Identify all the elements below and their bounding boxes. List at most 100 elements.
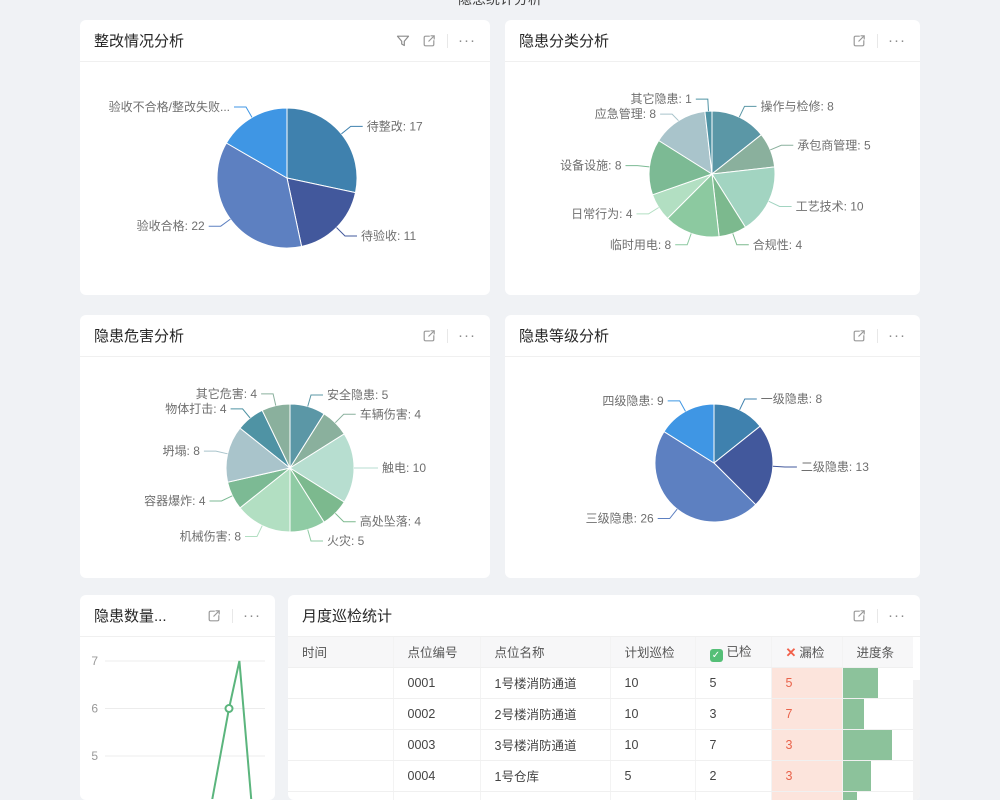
more-button[interactable]: ···	[888, 326, 906, 344]
table-row[interactable]: 0001 1号楼消防通道 10 5 5	[288, 667, 913, 699]
y-axis-tick: 6	[91, 702, 98, 716]
code-cell	[393, 791, 481, 800]
export-icon[interactable]	[421, 33, 437, 49]
col-planned: 计划巡检	[610, 637, 696, 668]
pie-label: 合规性: 4	[753, 237, 803, 252]
card-actions: ···	[206, 606, 261, 624]
card-header: 隐患危害分析 ···	[80, 315, 490, 357]
line-chart-quantity: 7 6 5 4	[91, 654, 265, 799]
card-title: 月度巡检统计	[302, 608, 393, 625]
pie-label: 安全隐患: 5	[327, 387, 389, 402]
card-header: 隐患数量... ···	[80, 595, 275, 637]
pie-label-line	[245, 525, 263, 537]
pie-slice[interactable]	[239, 466, 291, 533]
card-harm-analysis: 隐患危害分析 ··· 其它危害: 4 物体打击: 4 坍塌: 8 容器爆炸: 4 机械伤…	[80, 315, 490, 578]
checked-cell: 3	[695, 698, 772, 730]
time-cell	[288, 760, 394, 792]
pie-label: 其它危害: 4	[196, 386, 258, 401]
name-cell	[480, 791, 611, 800]
col-checked-label: 已检	[726, 645, 752, 660]
pie-slice[interactable]	[654, 430, 757, 523]
pie-label: 坍塌: 8	[163, 444, 201, 458]
pie-label-line	[660, 113, 679, 122]
pie-slice[interactable]	[648, 139, 714, 196]
progress-cell	[842, 791, 913, 800]
table-row[interactable]: 0002 2号楼消防通道 10 3 7	[288, 698, 913, 730]
x-icon: ✕	[785, 645, 797, 661]
pie-label-line	[636, 207, 659, 215]
table-scrollbar[interactable]	[913, 680, 920, 800]
progress-cell	[842, 698, 913, 730]
table-header-row: 时间 点位编号 点位名称 计划巡检 ✓ 已检 ✕ 漏检 进度条	[288, 637, 913, 668]
pie-slice[interactable]	[711, 166, 776, 228]
progress-cell	[842, 667, 913, 699]
card-title: 隐患分类分析	[519, 33, 610, 50]
pie-label-line	[307, 529, 323, 542]
export-icon[interactable]	[851, 328, 867, 344]
pie-slice[interactable]	[261, 403, 291, 469]
export-icon[interactable]	[421, 328, 437, 344]
missed-cell	[771, 791, 843, 800]
export-icon[interactable]	[851, 33, 867, 49]
code-cell: 0001	[393, 667, 481, 699]
missed-cell: 3	[771, 729, 843, 761]
table-row[interactable]: 0004 1号仓库 5 2 3	[288, 760, 913, 792]
card-monthly-inspection: 月度巡检统计 ··· 时间 点位编号	[288, 595, 920, 800]
pie-label: 触电: 10	[382, 461, 426, 475]
more-button[interactable]: ···	[458, 326, 476, 344]
data-point-marker[interactable]	[224, 704, 234, 713]
card-quantity-trend: 隐患数量... ··· 7 6 5 4	[80, 595, 275, 800]
export-icon[interactable]	[851, 608, 867, 624]
planned-cell: 10	[610, 729, 696, 761]
pie-slice[interactable]	[225, 427, 292, 483]
pie-label-line	[667, 400, 686, 412]
more-button[interactable]: ···	[888, 606, 906, 624]
time-cell	[288, 729, 394, 761]
trend-line	[211, 660, 253, 799]
checked-cell: 2	[695, 760, 772, 792]
pie-slice[interactable]	[711, 110, 763, 176]
pie-label: 三级隐患: 26	[586, 512, 654, 526]
export-icon[interactable]	[206, 608, 222, 624]
progress-cell	[842, 760, 913, 792]
pie-label-line	[657, 508, 678, 519]
divider	[232, 608, 233, 623]
pie-slice[interactable]	[666, 172, 720, 238]
col-point-name: 点位名称	[480, 637, 611, 668]
name-cell: 2号楼消防通道	[480, 698, 611, 730]
table-row[interactable]: 0003 3号楼消防通道 10 7 3	[288, 729, 913, 761]
pie-slice[interactable]	[713, 425, 774, 506]
pie-slice[interactable]	[713, 403, 761, 465]
filter-icon[interactable]	[395, 33, 411, 49]
time-cell	[288, 791, 394, 800]
pie-label-line	[770, 144, 794, 151]
card-level-analysis: 隐患等级分析 ··· 四级隐患: 9 三级隐患: 26 一级隐患: 8 二级隐患: 1…	[505, 315, 920, 578]
table-row[interactable]	[288, 791, 913, 800]
pie-label: 火灾: 5	[327, 533, 365, 548]
missed-cell: 5	[771, 667, 843, 699]
pie-label: 验收不合格/整改失败...	[109, 99, 230, 114]
pie-label-line	[739, 398, 757, 411]
pie-label-line	[341, 125, 363, 135]
pie-label: 待整改: 17	[367, 118, 423, 133]
planned-cell: 10	[610, 667, 696, 699]
card-title: 整改情况分析	[94, 33, 185, 50]
code-cell: 0002	[393, 698, 481, 730]
pie-slice[interactable]	[289, 433, 355, 503]
pie-label: 四级隐患: 9	[602, 394, 664, 408]
more-button[interactable]: ···	[458, 31, 476, 49]
card-actions: ···	[851, 326, 906, 344]
pie-label: 应急管理: 8	[595, 106, 657, 121]
pie-label-line	[732, 233, 749, 246]
more-button[interactable]: ···	[243, 606, 261, 624]
more-button[interactable]: ···	[888, 31, 906, 49]
pie-label-line	[208, 218, 231, 227]
pie-label-line	[675, 233, 692, 246]
pie-slice[interactable]	[225, 107, 288, 179]
pie-slice[interactable]	[658, 110, 713, 175]
pie-label: 承包商管理: 5	[797, 137, 871, 152]
progress-cell	[842, 729, 913, 761]
pie-label: 机械伤害: 8	[180, 529, 242, 544]
